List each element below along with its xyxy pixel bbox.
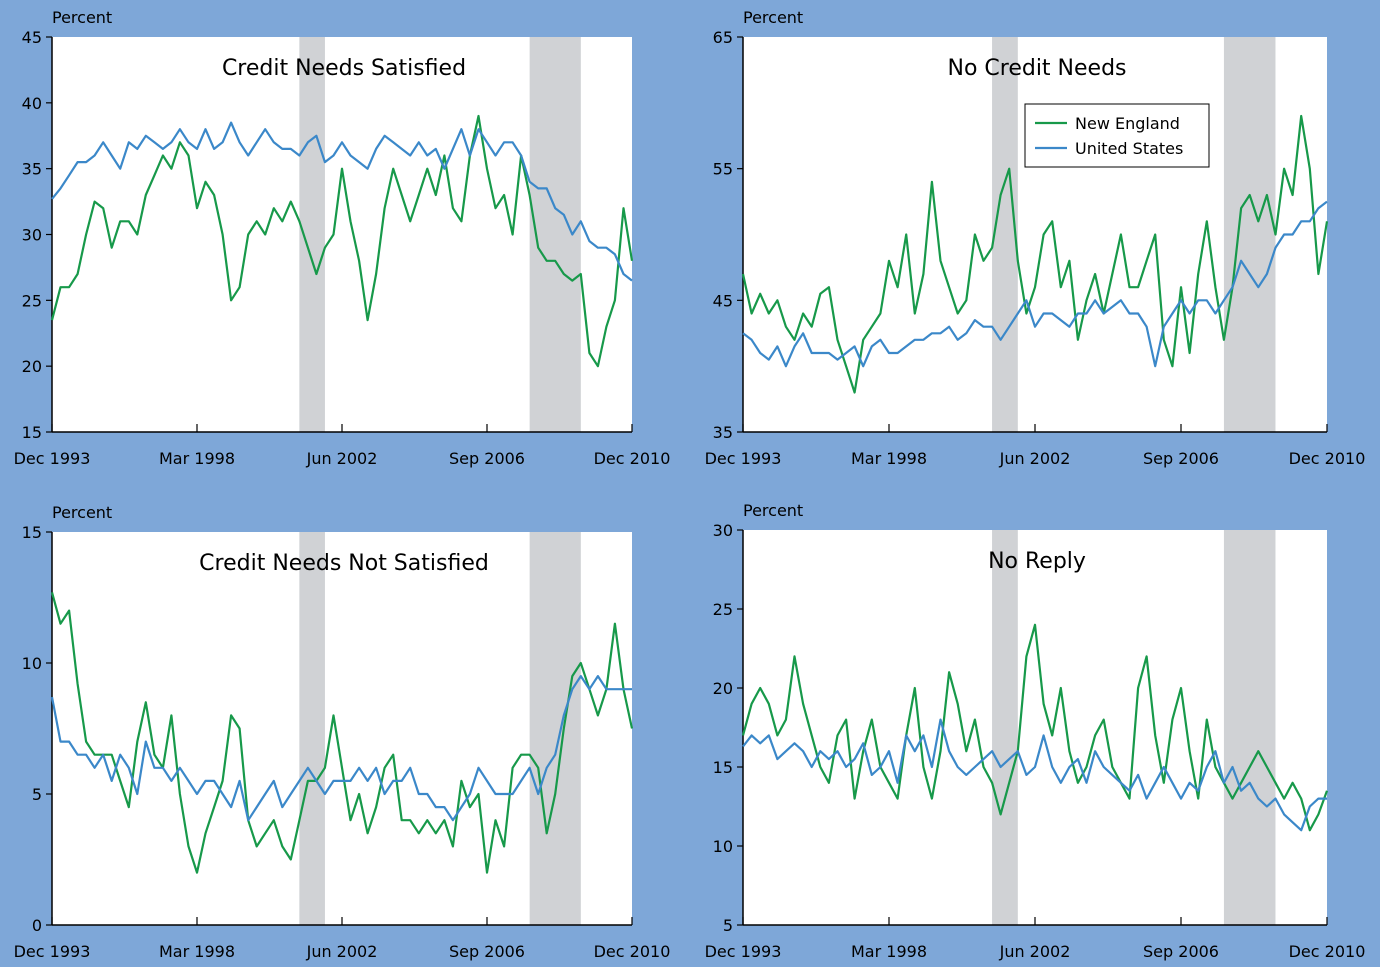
recession-shade [992,530,1018,925]
legend-box [1024,103,1210,168]
y-tick-label: 55 [713,160,733,179]
y-tick-label: 5 [723,916,733,935]
y-tick-label: 10 [713,837,733,856]
x-tick-label: Sep 2006 [449,449,525,468]
y-tick-label: 35 [713,423,733,442]
y-tick-label: 10 [22,654,42,673]
y-tick-label: 40 [22,94,42,113]
legend-label: New England [1075,114,1180,133]
series-line [50,114,634,368]
x-tick-label: Sep 2006 [1143,942,1219,961]
y-tick-label: 45 [22,28,42,47]
x-tick-label: Dec 2010 [1289,449,1366,468]
series-line [51,121,633,282]
y-tick-label: 25 [713,600,733,619]
y-axis-label: Percent [743,501,803,520]
series-line [50,592,634,874]
series-line [742,200,1328,368]
legend-label: United States [1075,139,1183,158]
panel-title: Credit Needs Satisfied [222,56,466,81]
x-tick-label: Dec 1993 [14,449,91,468]
series-line [741,623,1329,832]
panel-title: No Reply [988,549,1086,574]
x-tick-label: Mar 1998 [851,449,927,468]
x-tick-label: Mar 1998 [159,449,235,468]
y-tick-label: 45 [713,291,733,310]
recession-shade [1223,37,1276,432]
series-line [741,114,1329,394]
panel-title: Credit Needs Not Satisfied [199,551,489,576]
x-tick-label: Dec 1993 [705,942,782,961]
recession-shade [299,532,325,925]
x-tick-label: Sep 2006 [1143,449,1219,468]
y-tick-label: 15 [713,758,733,777]
y-tick-label: 20 [22,357,42,376]
y-tick-label: 65 [713,28,733,47]
panel-title: No Credit Needs [947,56,1126,81]
y-tick-label: 35 [22,160,42,179]
recession-shade [1223,530,1276,925]
y-tick-label: 15 [22,423,42,442]
series-line [50,675,632,822]
x-tick-label: Jun 2002 [999,449,1071,468]
x-tick-label: Dec 2010 [1289,942,1366,961]
x-tick-label: Dec 1993 [14,942,91,961]
y-tick-label: 0 [32,916,42,935]
x-tick-label: Dec 1993 [705,449,782,468]
y-tick-label: 15 [22,523,42,542]
x-tick-label: Dec 2010 [594,942,671,961]
y-axis-label: Percent [52,503,112,522]
recession-shade [529,532,581,925]
y-tick-label: 25 [22,291,42,310]
y-axis-label: Percent [52,8,112,27]
y-tick-label: 20 [713,679,733,698]
series-line [742,718,1327,832]
x-tick-label: Jun 2002 [999,942,1071,961]
x-tick-label: Jun 2002 [306,449,378,468]
x-tick-label: Jun 2002 [306,942,378,961]
y-tick-label: 30 [713,521,733,540]
x-tick-label: Dec 2010 [594,449,671,468]
y-axis-label: Percent [743,8,803,27]
x-tick-label: Mar 1998 [159,942,235,961]
recession-shade [992,37,1018,432]
x-tick-label: Mar 1998 [851,942,927,961]
y-tick-label: 30 [22,226,42,245]
x-tick-label: Sep 2006 [449,942,525,961]
y-tick-label: 5 [32,785,42,804]
